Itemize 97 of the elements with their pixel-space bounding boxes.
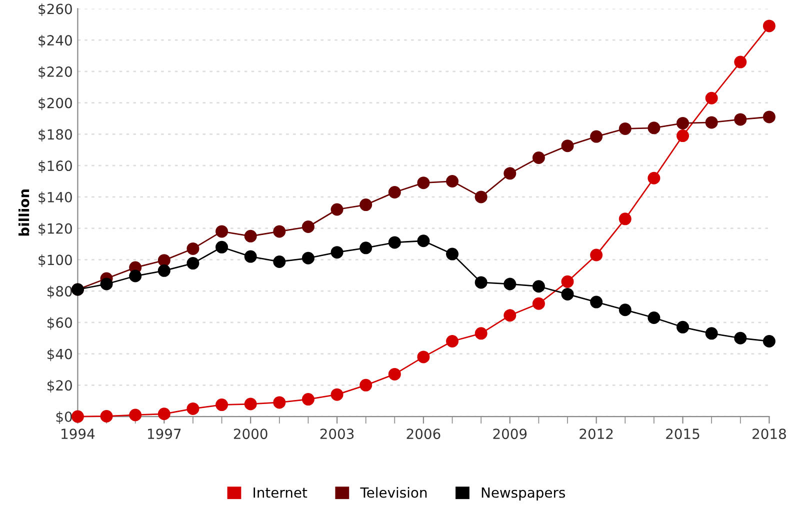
point [186,402,200,415]
point [474,190,488,204]
point [244,398,257,410]
point [186,242,200,255]
y-tick-label: $100 [38,254,72,268]
y-tick-label: $260 [38,3,72,16]
y-tick-label: $240 [38,34,72,48]
x-tick-label: 2003 [320,428,354,440]
y-tick-label: $40 [47,348,72,362]
point [158,264,170,277]
point [561,140,574,152]
point [561,288,574,300]
y-tick-label: $80 [47,286,72,298]
x-tick-label: 1994 [62,428,95,440]
y-tick-label: $120 [38,223,72,236]
point [158,408,170,420]
point [762,110,776,124]
point [446,175,459,188]
point [734,332,747,344]
y-tick-label: $200 [38,98,72,110]
point [705,327,718,340]
point [705,116,718,129]
point [532,280,545,293]
point [360,242,372,254]
point [676,116,690,130]
point [734,56,747,68]
point [504,167,516,180]
x-tick-label: 2009 [493,428,527,440]
point [186,257,200,270]
point [676,320,690,334]
point [129,270,142,282]
point [417,176,430,190]
point [388,236,401,249]
point [330,246,344,259]
point [734,113,747,126]
point [302,220,314,234]
x-tick-label: 2006 [406,428,440,440]
y-tick-label: $220 [38,66,72,79]
point [302,252,314,264]
point [360,198,372,212]
point [504,309,516,322]
point [417,350,430,364]
point [360,378,372,392]
point [532,151,545,164]
point [330,388,344,401]
x-tick-label: 2000 [234,428,268,440]
point [388,368,401,380]
y-tick-label: $20 [47,380,72,393]
y-tick-label: $140 [38,192,72,204]
point [244,250,257,263]
legend-label: Internet [254,487,308,498]
point [762,335,776,348]
point [648,311,660,324]
y-tick-label: $160 [38,160,72,173]
point [561,275,574,288]
point [273,396,286,409]
point [388,186,401,198]
x-tick-label: 1997 [148,428,181,440]
point [590,296,603,308]
point [474,276,488,289]
point [100,278,113,290]
point [216,398,228,412]
y-tick-label: $60 [47,317,72,330]
point [504,278,516,290]
point [158,254,170,267]
point [216,225,228,238]
y-axis-title: billion [18,190,30,236]
legend-label: Television [360,487,427,498]
point [762,20,776,32]
legend-label: Newspapers [482,487,566,500]
point [648,172,660,184]
point [474,327,488,340]
x-tick-label: 2015 [666,428,700,440]
point [273,225,286,238]
point [705,92,718,104]
point [273,255,286,268]
x-tick-label: 2012 [580,428,613,440]
y-tick-label: $0 [56,411,72,424]
point [618,304,632,316]
x-tick-label: 2018 [752,428,786,440]
point [129,408,142,422]
point [446,335,459,348]
point [330,203,344,216]
point [446,248,459,260]
point [417,234,430,248]
point [216,240,228,254]
point [302,393,314,406]
point [244,230,257,242]
point [676,130,690,142]
point [648,122,660,134]
point [618,122,632,135]
point [532,297,545,310]
point [618,212,632,226]
y-tick-label: $180 [38,128,72,142]
point [100,410,113,422]
point [590,130,603,143]
point [590,248,603,262]
